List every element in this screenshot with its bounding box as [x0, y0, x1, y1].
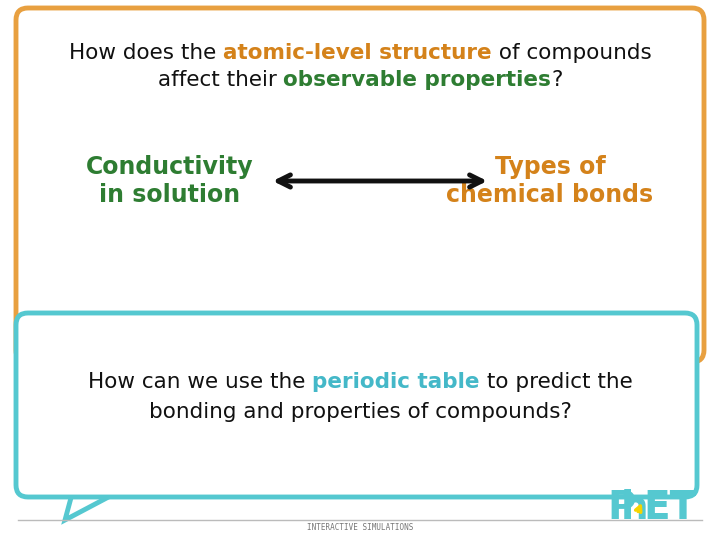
Text: to predict the: to predict the	[480, 372, 632, 392]
Text: affect their: affect their	[158, 70, 283, 90]
Text: atomic-level structure: atomic-level structure	[223, 43, 492, 63]
Text: of compounds: of compounds	[492, 43, 652, 63]
Text: bonding and properties of compounds?: bonding and properties of compounds?	[148, 402, 572, 422]
Polygon shape	[570, 347, 640, 375]
Text: in solution: in solution	[99, 183, 240, 207]
Text: chemical bonds: chemical bonds	[446, 183, 654, 207]
Text: h: h	[621, 489, 649, 527]
Polygon shape	[572, 340, 638, 352]
Text: How does the: How does the	[68, 43, 223, 63]
Text: P: P	[607, 489, 636, 527]
Text: periodic table: periodic table	[312, 372, 480, 392]
Text: ?: ?	[551, 70, 562, 90]
Text: observable properties: observable properties	[283, 70, 551, 90]
Polygon shape	[68, 472, 142, 488]
Text: How can we use the: How can we use the	[88, 372, 312, 392]
Text: Conductivity: Conductivity	[86, 155, 254, 179]
FancyBboxPatch shape	[16, 313, 697, 497]
Text: INTERACTIVE SIMULATIONS: INTERACTIVE SIMULATIONS	[307, 523, 413, 532]
FancyBboxPatch shape	[16, 8, 704, 362]
Polygon shape	[65, 483, 135, 520]
Text: ET: ET	[643, 489, 696, 527]
Text: Types of: Types of	[495, 155, 606, 179]
